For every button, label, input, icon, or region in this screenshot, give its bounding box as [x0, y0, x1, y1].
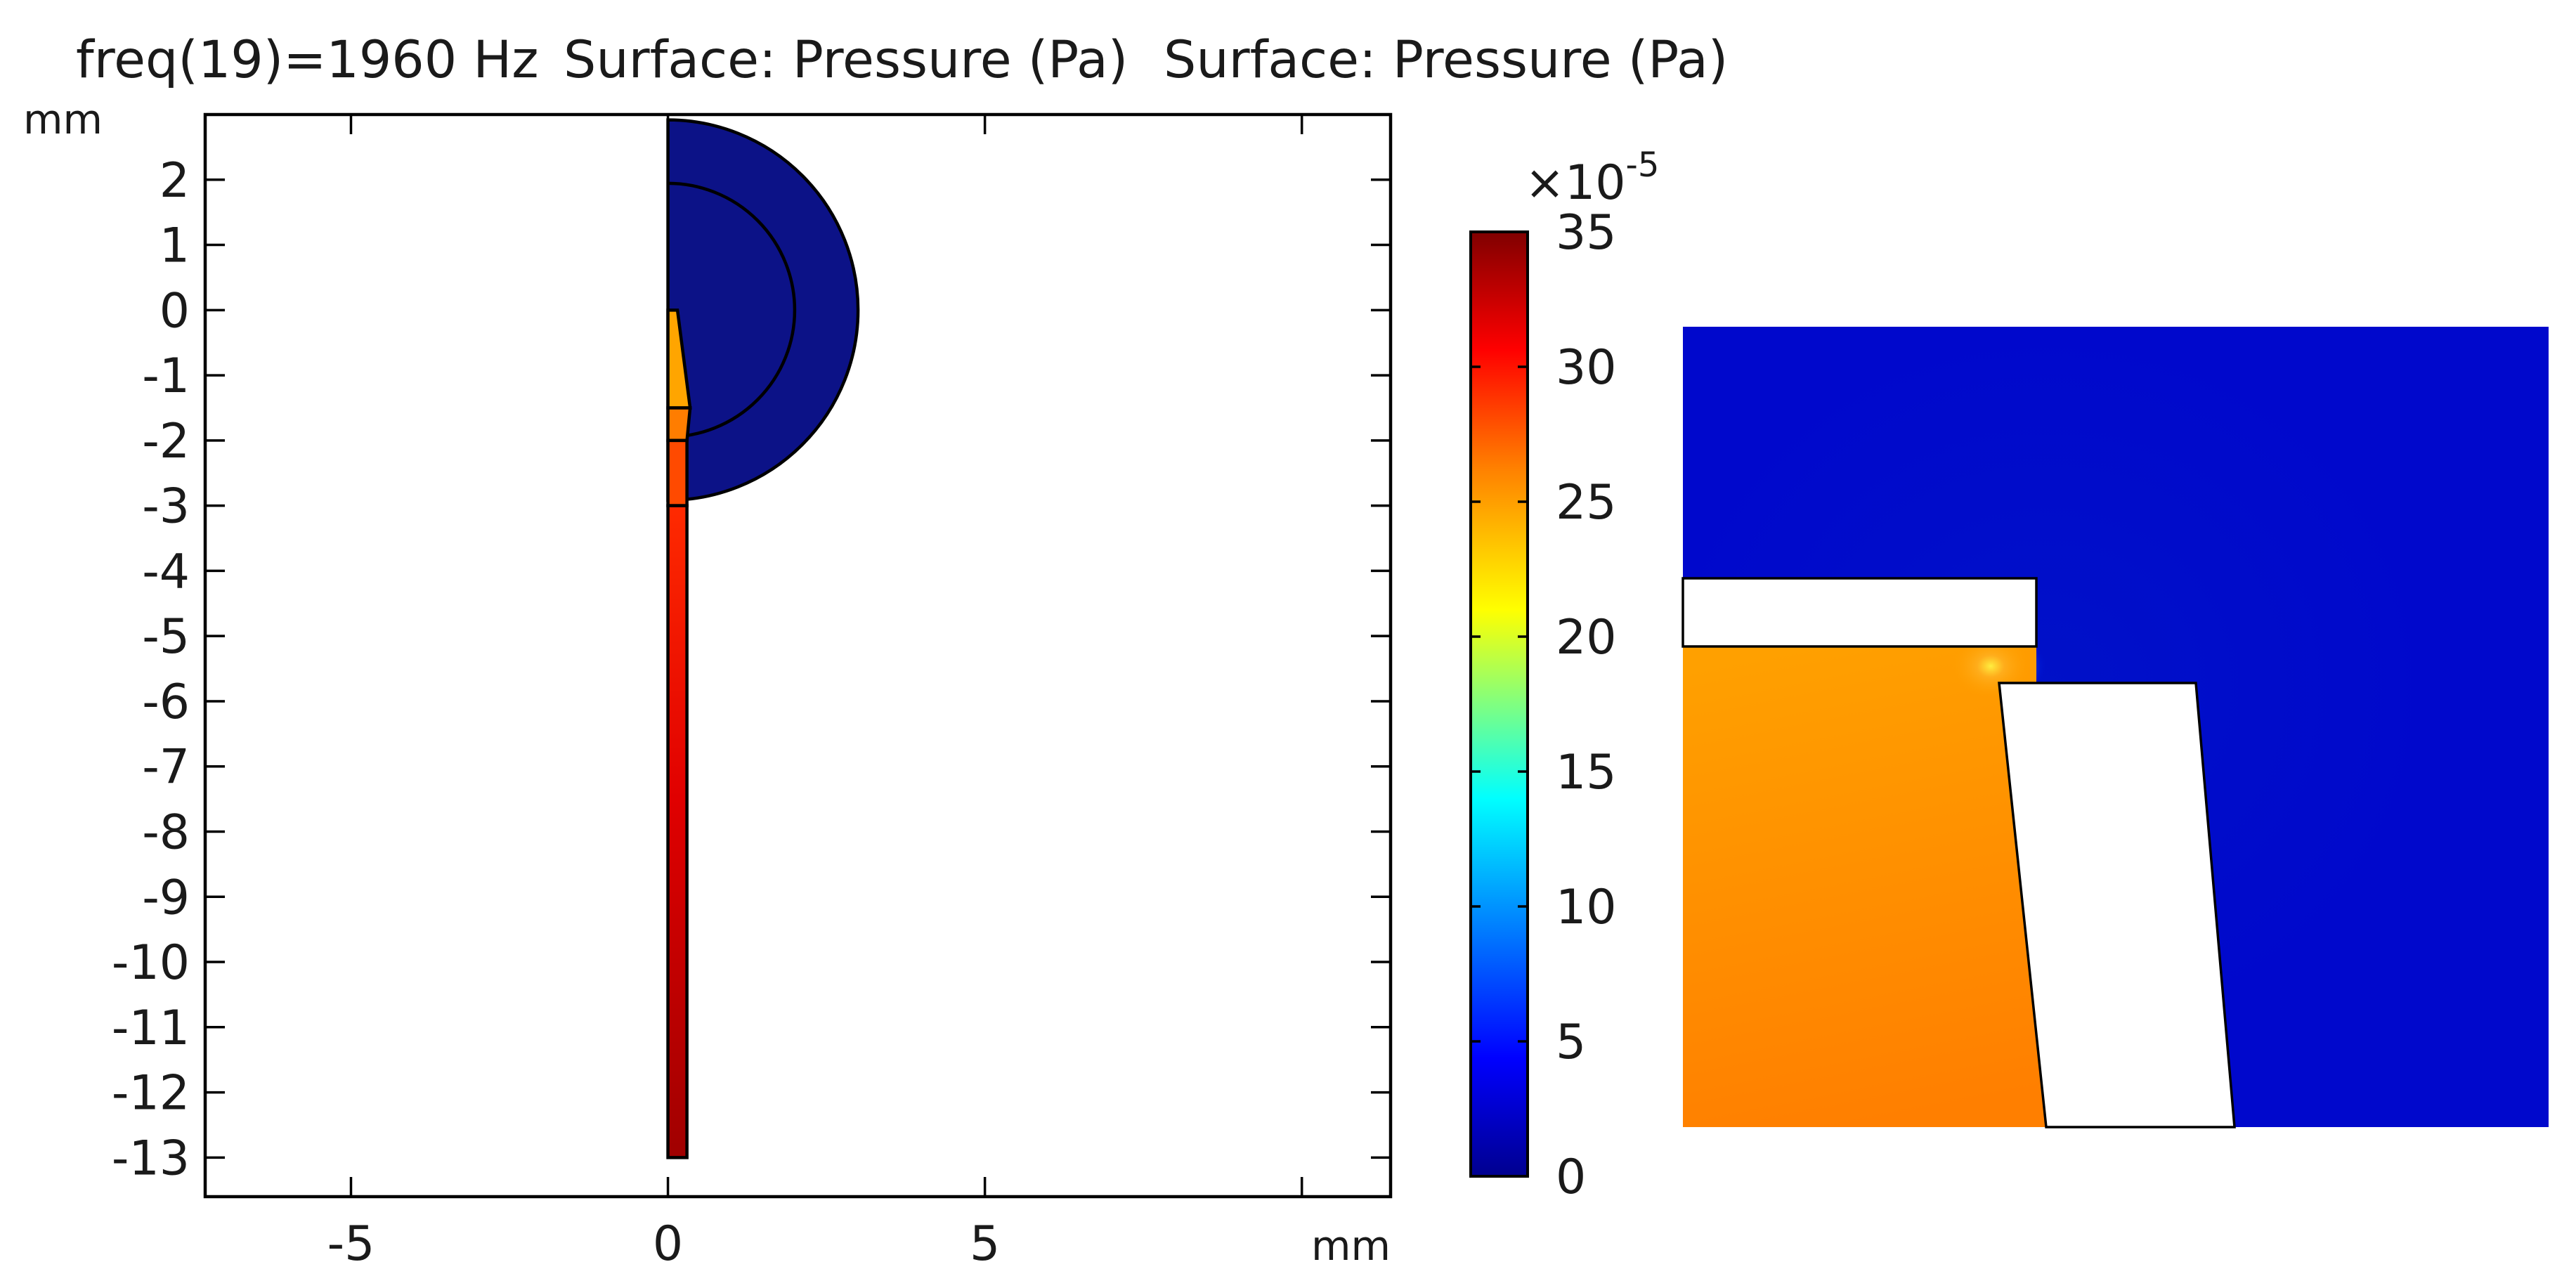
y-tick-label: -4 [142, 544, 190, 599]
colorbar-multiplier: ×10-5 [1525, 145, 1659, 211]
y-ticks: 2 1 0 -1 -2 -3 -4 -5 -6 -7 -8 -9 -10 -11 -12 -13 [112, 113, 1391, 1186]
y-tick-label: -6 [142, 675, 190, 730]
y-tick-label: -10 [112, 935, 190, 991]
main-plot: mm mm -5 0 5 2 1 0 -1 -2 -3 -4 -5 -6 -7 -8 -9 -10 -11 -1… [23, 96, 1393, 1272]
y-tick-label: -12 [112, 1066, 190, 1121]
channel-middle [666, 438, 689, 507]
title-surface-2: Surface: Pressure (Pa) [1164, 30, 1728, 90]
channel-upper [666, 406, 692, 443]
inner-air-boundary [668, 181, 797, 438]
x-tick-label: 0 [653, 1216, 683, 1272]
colorbar-tick-label: 20 [1556, 610, 1617, 665]
x-ticks: -5 0 5 [327, 115, 1303, 1272]
tube-body [666, 504, 689, 1159]
colorbar: ×10-5 0 5 10 15 20 25 30 35 [1469, 145, 1659, 1205]
y-tick-label: 0 [160, 283, 190, 339]
y-tick-label: -13 [112, 1131, 190, 1186]
colorbar-tick-label: 25 [1556, 475, 1617, 531]
x-tick-label: 5 [970, 1216, 1000, 1272]
y-tick-label: -2 [142, 414, 190, 469]
colorbar-tick-label: 0 [1556, 1150, 1586, 1205]
colorbar-ticks: 0 5 10 15 20 25 30 35 [1471, 205, 1617, 1205]
y-axis-unit: mm [23, 96, 103, 143]
y-tick-label: -5 [142, 609, 190, 665]
y-tick-label: 1 [160, 219, 190, 274]
y-tick-label: 2 [160, 153, 190, 209]
x-tick-label: -5 [327, 1216, 375, 1272]
inset-upper-wall [1681, 577, 2038, 648]
y-tick-label: -11 [112, 1001, 190, 1056]
title-frequency: freq(19)=1960 Hz [76, 30, 539, 90]
figure-title: freq(19)=1960 Hz Surface: Pressure (Pa) … [76, 30, 1728, 90]
y-tick-label: -8 [142, 805, 190, 860]
outer-air-half-disc [666, 118, 859, 502]
y-tick-label: -9 [142, 870, 190, 925]
colorbar-tick-label: 5 [1556, 1015, 1586, 1070]
x-axis-unit: mm [1311, 1222, 1391, 1270]
inset-lower-wall [1998, 682, 2236, 1128]
geometry-domains [666, 118, 859, 1159]
colorbar-tick-label: 15 [1556, 745, 1617, 800]
colorbar-tick-label: 30 [1556, 340, 1617, 396]
y-tick-label: -1 [142, 349, 190, 404]
zoomed-inset [1681, 327, 2549, 1128]
colorbar-gradient [1469, 230, 1529, 1178]
y-tick-label: -3 [142, 479, 190, 535]
inset-channel-region [1683, 646, 2046, 1127]
colorbar-tick-label: 35 [1556, 205, 1617, 261]
colorbar-tick-label: 10 [1556, 880, 1617, 935]
y-tick-label: -7 [142, 740, 190, 795]
title-surface-1: Surface: Pressure (Pa) [564, 30, 1128, 90]
axes-frame [203, 112, 1393, 1199]
